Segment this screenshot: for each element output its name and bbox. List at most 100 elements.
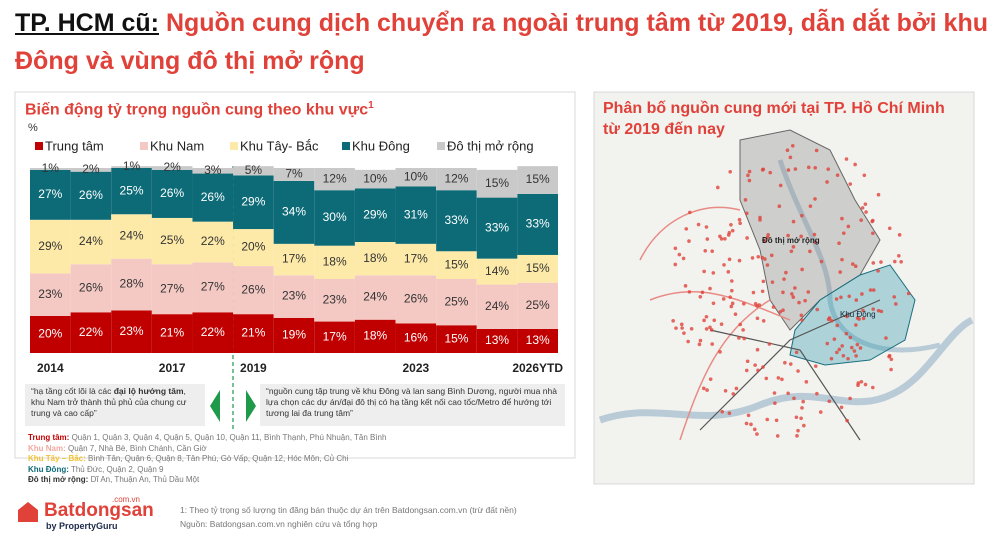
listing-dot xyxy=(876,192,881,197)
map-panel xyxy=(593,91,975,485)
bar-segment xyxy=(111,168,152,215)
value-label: 2% xyxy=(82,162,100,176)
listing-dot xyxy=(806,290,811,294)
listing-dot xyxy=(726,270,731,274)
listing-dot xyxy=(777,204,782,209)
bar-segment xyxy=(70,168,112,172)
listing-dot xyxy=(841,353,846,358)
bar-segment xyxy=(395,243,437,276)
region-text: Dĩ An, Thuận An, Thủ Dầu Một xyxy=(88,475,200,484)
listing-dot xyxy=(687,290,692,294)
listing-dot xyxy=(848,182,853,186)
listing-dot xyxy=(673,246,678,251)
listing-dot xyxy=(854,298,859,302)
legend-swatch xyxy=(140,142,148,150)
listing-dot xyxy=(825,180,829,184)
bar-segment xyxy=(233,229,274,267)
value-label: 15% xyxy=(444,331,468,345)
listing-dot xyxy=(683,284,688,288)
region-note: Khu Đông: Thủ Đức, Quận 2, Quận 9 xyxy=(28,465,386,476)
map xyxy=(598,129,974,441)
listing-dot xyxy=(704,327,709,331)
value-label: 34% xyxy=(282,205,306,219)
listing-dot xyxy=(774,418,779,423)
listing-dot xyxy=(829,319,834,323)
bar-segment xyxy=(192,168,234,174)
value-label: 1% xyxy=(42,161,60,175)
bar-segment xyxy=(517,254,558,283)
listing-dot xyxy=(827,316,832,320)
listing-dot xyxy=(710,342,715,346)
value-label: 23% xyxy=(120,324,144,338)
logo-icon xyxy=(18,502,38,522)
listing-dot xyxy=(897,233,902,237)
listing-dot xyxy=(784,270,788,275)
listing-dot xyxy=(837,241,841,245)
listing-dot xyxy=(793,167,798,171)
bar-segment xyxy=(517,193,558,255)
listing-dot xyxy=(855,342,860,347)
value-label: 15% xyxy=(444,257,468,271)
listing-dot xyxy=(746,413,751,418)
value-label: 26% xyxy=(201,190,225,204)
listing-dot xyxy=(799,313,804,318)
region-note: Khu Nam: Quận 7, Nhà Bè, Bình Chánh, Cần… xyxy=(28,444,386,455)
bar-segment xyxy=(436,325,477,353)
listing-dot xyxy=(844,157,849,161)
annotation-bold: đại lộ hướng tâm xyxy=(113,386,184,396)
bar-segment xyxy=(395,168,437,187)
bar-segment xyxy=(151,314,193,353)
listing-dot xyxy=(751,290,756,295)
bar-segment xyxy=(395,275,437,324)
listing-dot xyxy=(761,365,765,369)
listing-dot xyxy=(755,432,759,436)
listing-dot xyxy=(677,252,682,257)
river xyxy=(598,316,974,424)
listing-dot xyxy=(704,314,709,319)
listing-dot xyxy=(840,257,844,262)
bar-segment xyxy=(273,168,315,181)
region-text: Quận 7, Nhà Bè, Bình Chánh, Cần Giờ xyxy=(65,443,207,453)
listing-dot xyxy=(746,173,750,178)
listing-dot xyxy=(711,301,716,306)
value-label: 18% xyxy=(363,251,387,265)
listing-dot xyxy=(879,260,883,264)
bar-segment xyxy=(233,166,274,176)
listing-dot xyxy=(855,316,860,320)
listing-dot xyxy=(770,280,775,284)
listing-dot xyxy=(720,409,725,414)
bar-segment xyxy=(70,171,112,220)
value-label: 15% xyxy=(526,172,550,186)
value-label: 25% xyxy=(120,183,144,197)
legend-swatch xyxy=(437,142,445,150)
bar-segment xyxy=(192,173,234,222)
listing-dot xyxy=(756,254,761,259)
listing-dot xyxy=(814,148,819,153)
listing-dot xyxy=(860,292,864,296)
legend-label: Khu Nam xyxy=(150,138,204,153)
annotation-text: “nguồn cung tập trung về khu Đông và lan… xyxy=(266,386,557,418)
listing-dot xyxy=(742,336,747,341)
value-label: 14% xyxy=(485,264,509,278)
listing-dot xyxy=(790,292,794,296)
listing-dot xyxy=(861,316,866,321)
footnote-mark: 1 xyxy=(368,100,374,111)
listing-dot xyxy=(749,422,753,427)
listing-dot xyxy=(845,418,849,423)
region-note: Trung tâm: Quận 1, Quận 3, Quận 4, Quận … xyxy=(28,433,386,444)
y-label: % xyxy=(28,122,38,134)
value-label: 21% xyxy=(241,326,265,340)
listing-dot xyxy=(899,259,903,264)
bar-segment xyxy=(273,243,315,276)
listing-dot xyxy=(804,380,809,384)
listing-dot xyxy=(819,259,824,264)
value-label: 10% xyxy=(363,171,387,185)
listing-dot xyxy=(738,322,743,327)
listing-dot xyxy=(879,309,884,314)
value-label: 10% xyxy=(404,169,428,183)
boundary xyxy=(639,206,791,441)
listing-dot xyxy=(852,349,857,353)
listing-dot xyxy=(791,295,796,299)
